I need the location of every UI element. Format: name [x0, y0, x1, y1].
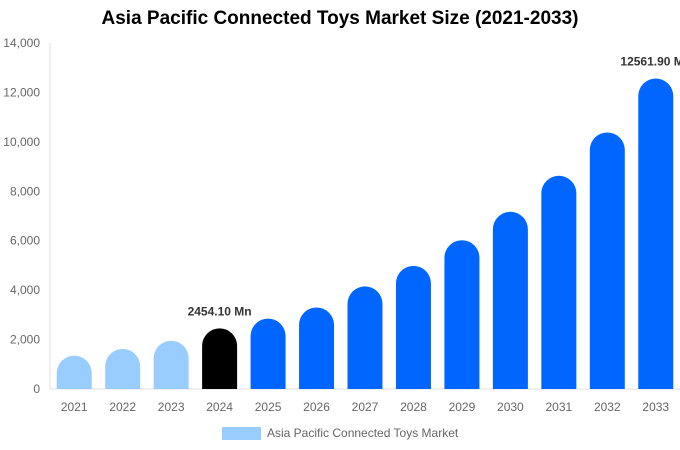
x-tick-label: 2029 — [449, 400, 476, 414]
chart-legend[interactable]: Asia Pacific Connected Toys Market — [222, 426, 458, 440]
y-tick-label: 10,000 — [3, 135, 40, 149]
y-tick-label: 8,000 — [10, 184, 40, 198]
bar-2022[interactable] — [105, 348, 141, 389]
x-tick-label: 2033 — [642, 400, 669, 414]
y-tick-label: 4,000 — [10, 283, 40, 297]
x-tick-label: 2024 — [206, 400, 233, 414]
x-tick-label: 2027 — [352, 400, 379, 414]
bar-2024[interactable] — [202, 328, 238, 389]
y-tick-label: 2,000 — [10, 333, 40, 347]
chart-title: Asia Pacific Connected Toys Market Size … — [101, 8, 579, 29]
bar-2030[interactable] — [492, 211, 528, 389]
bar-2031[interactable] — [541, 175, 577, 389]
x-tick-label: 2030 — [497, 400, 524, 414]
bar-2025[interactable] — [250, 318, 286, 389]
bar-2027[interactable] — [347, 286, 383, 389]
bar-2023[interactable] — [153, 340, 189, 389]
legend-label: Asia Pacific Connected Toys Market — [267, 426, 459, 440]
x-tick-label: 2026 — [303, 400, 330, 414]
data-label-2033: 12561.90 Mn — [620, 55, 680, 69]
bar-2033[interactable] — [638, 78, 674, 389]
x-tick-label: 2031 — [545, 400, 572, 414]
chart-axes: 0 2,000 4,000 6,000 8,000 10,000 12,000 14,000 2… — [3, 36, 680, 414]
chart-bars — [56, 78, 674, 390]
bar-2029[interactable] — [444, 240, 480, 389]
y-tick-label: 12,000 — [3, 85, 40, 99]
bar-2021[interactable] — [56, 355, 92, 389]
bar-2028[interactable] — [395, 265, 431, 389]
legend-swatch — [222, 426, 261, 440]
x-tick-label: 2023 — [158, 400, 185, 414]
y-tick-label: 14,000 — [3, 36, 40, 50]
bar-2032[interactable] — [589, 132, 625, 390]
x-tick-label: 2032 — [594, 400, 621, 414]
chart-labels: 2454.10 Mn 12561.90 Mn — [188, 55, 680, 319]
x-tick-label: 2028 — [400, 400, 427, 414]
data-label-2024: 2454.10 Mn — [188, 304, 252, 318]
x-tick-label: 2025 — [255, 400, 282, 414]
bar-2026[interactable] — [299, 307, 335, 389]
x-tick-label: 2021 — [61, 400, 88, 414]
y-tick-label: 6,000 — [10, 234, 40, 248]
y-tick-label: 0 — [33, 382, 40, 396]
x-tick-label: 2022 — [109, 400, 136, 414]
